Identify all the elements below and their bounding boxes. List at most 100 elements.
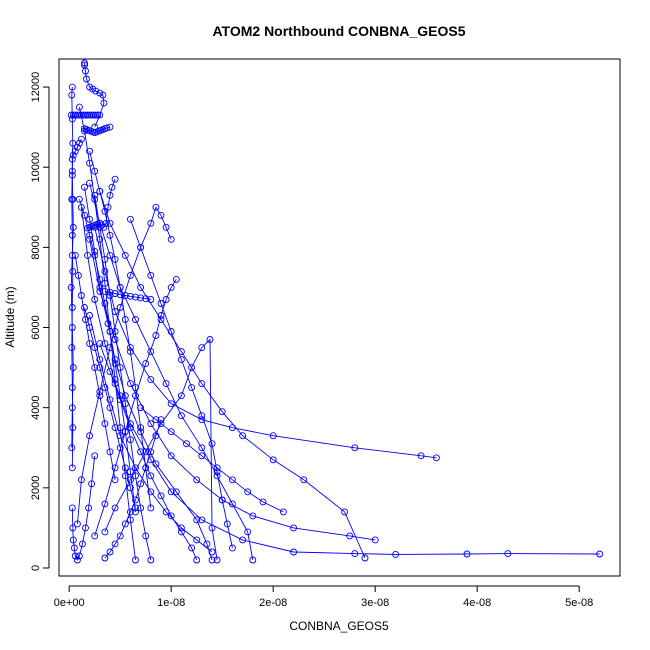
series-19 — [68, 452, 99, 564]
data-point — [126, 468, 134, 476]
series-13 — [84, 175, 119, 232]
data-point — [167, 283, 175, 291]
data-point — [206, 336, 214, 343]
data-point — [106, 396, 114, 404]
data-point — [167, 488, 175, 496]
data-point — [91, 191, 99, 199]
series-line — [84, 63, 105, 128]
data-point — [68, 195, 76, 203]
data-point — [152, 432, 160, 440]
data-point — [188, 384, 196, 392]
series-14 — [81, 123, 114, 137]
data-point — [137, 480, 145, 488]
data-point — [106, 292, 114, 299]
data-point — [83, 75, 90, 83]
data-point — [86, 147, 94, 155]
data-point — [177, 412, 185, 420]
data-point — [82, 316, 89, 323]
data-point — [198, 412, 206, 420]
data-point — [188, 364, 196, 372]
x-axis-label: CONBNA_GEOS5 — [289, 619, 389, 633]
data-point — [67, 111, 75, 119]
data-point — [198, 344, 206, 352]
data-point — [88, 480, 96, 488]
data-point — [239, 536, 247, 544]
data-point — [81, 211, 88, 219]
data-point — [111, 328, 119, 335]
data-point — [157, 492, 165, 500]
data-point — [111, 540, 119, 548]
data-point — [432, 454, 440, 462]
data-point — [96, 235, 104, 243]
y-tick-label: 4000 — [30, 395, 42, 419]
data-point — [157, 211, 165, 219]
data-point — [162, 296, 170, 303]
data-point — [213, 468, 221, 476]
data-point — [341, 508, 349, 516]
data-point — [121, 392, 129, 400]
data-point — [75, 195, 83, 203]
x-tick-label: 5e-08 — [565, 597, 593, 609]
data-point — [126, 271, 134, 279]
series-line — [104, 338, 218, 561]
data-point — [193, 476, 201, 484]
data-point — [96, 187, 104, 195]
series-line — [84, 126, 111, 134]
data-point — [111, 476, 119, 484]
data-point — [68, 83, 76, 91]
data-point — [75, 103, 83, 111]
data-point — [177, 528, 185, 536]
data-point — [96, 364, 104, 372]
data-point — [69, 536, 77, 544]
data-point — [106, 404, 114, 412]
data-point — [361, 554, 369, 562]
data-point — [142, 295, 150, 303]
data-point — [116, 392, 124, 400]
y-tick-label: 2000 — [30, 476, 42, 500]
series-line — [89, 315, 213, 553]
data-point — [132, 472, 139, 480]
data-point — [116, 532, 124, 540]
series-line — [94, 227, 437, 459]
data-point — [101, 384, 109, 392]
data-point — [137, 283, 145, 291]
data-point — [73, 520, 81, 528]
data-point — [77, 135, 85, 143]
series-line — [99, 343, 198, 561]
data-point — [111, 504, 119, 512]
series-2 — [77, 203, 604, 558]
data-point — [101, 255, 109, 263]
data-point — [137, 243, 145, 251]
series-16 — [81, 59, 108, 131]
data-point — [77, 476, 85, 484]
data-point — [371, 536, 379, 544]
data-point — [213, 464, 221, 472]
data-point — [86, 231, 94, 239]
data-point — [86, 215, 94, 223]
y-tick-label: 0 — [30, 565, 42, 571]
data-point — [504, 550, 512, 558]
data-point — [126, 380, 134, 388]
data-point — [121, 400, 129, 408]
data-point — [101, 500, 109, 508]
data-point — [167, 452, 175, 460]
data-point — [290, 548, 298, 556]
series-line — [99, 191, 366, 559]
series-5 — [96, 187, 369, 562]
data-point — [203, 540, 211, 548]
data-point — [167, 400, 175, 408]
series-line — [71, 455, 96, 561]
data-point — [218, 496, 226, 504]
data-point — [81, 125, 88, 133]
data-point — [106, 123, 114, 131]
data-point — [417, 452, 425, 460]
data-point — [91, 364, 99, 372]
data-point — [152, 332, 160, 339]
data-point — [167, 512, 175, 520]
data-point — [69, 424, 77, 432]
data-point — [68, 504, 76, 512]
data-point — [92, 87, 100, 95]
data-point — [147, 219, 155, 227]
series-3 — [91, 223, 440, 462]
